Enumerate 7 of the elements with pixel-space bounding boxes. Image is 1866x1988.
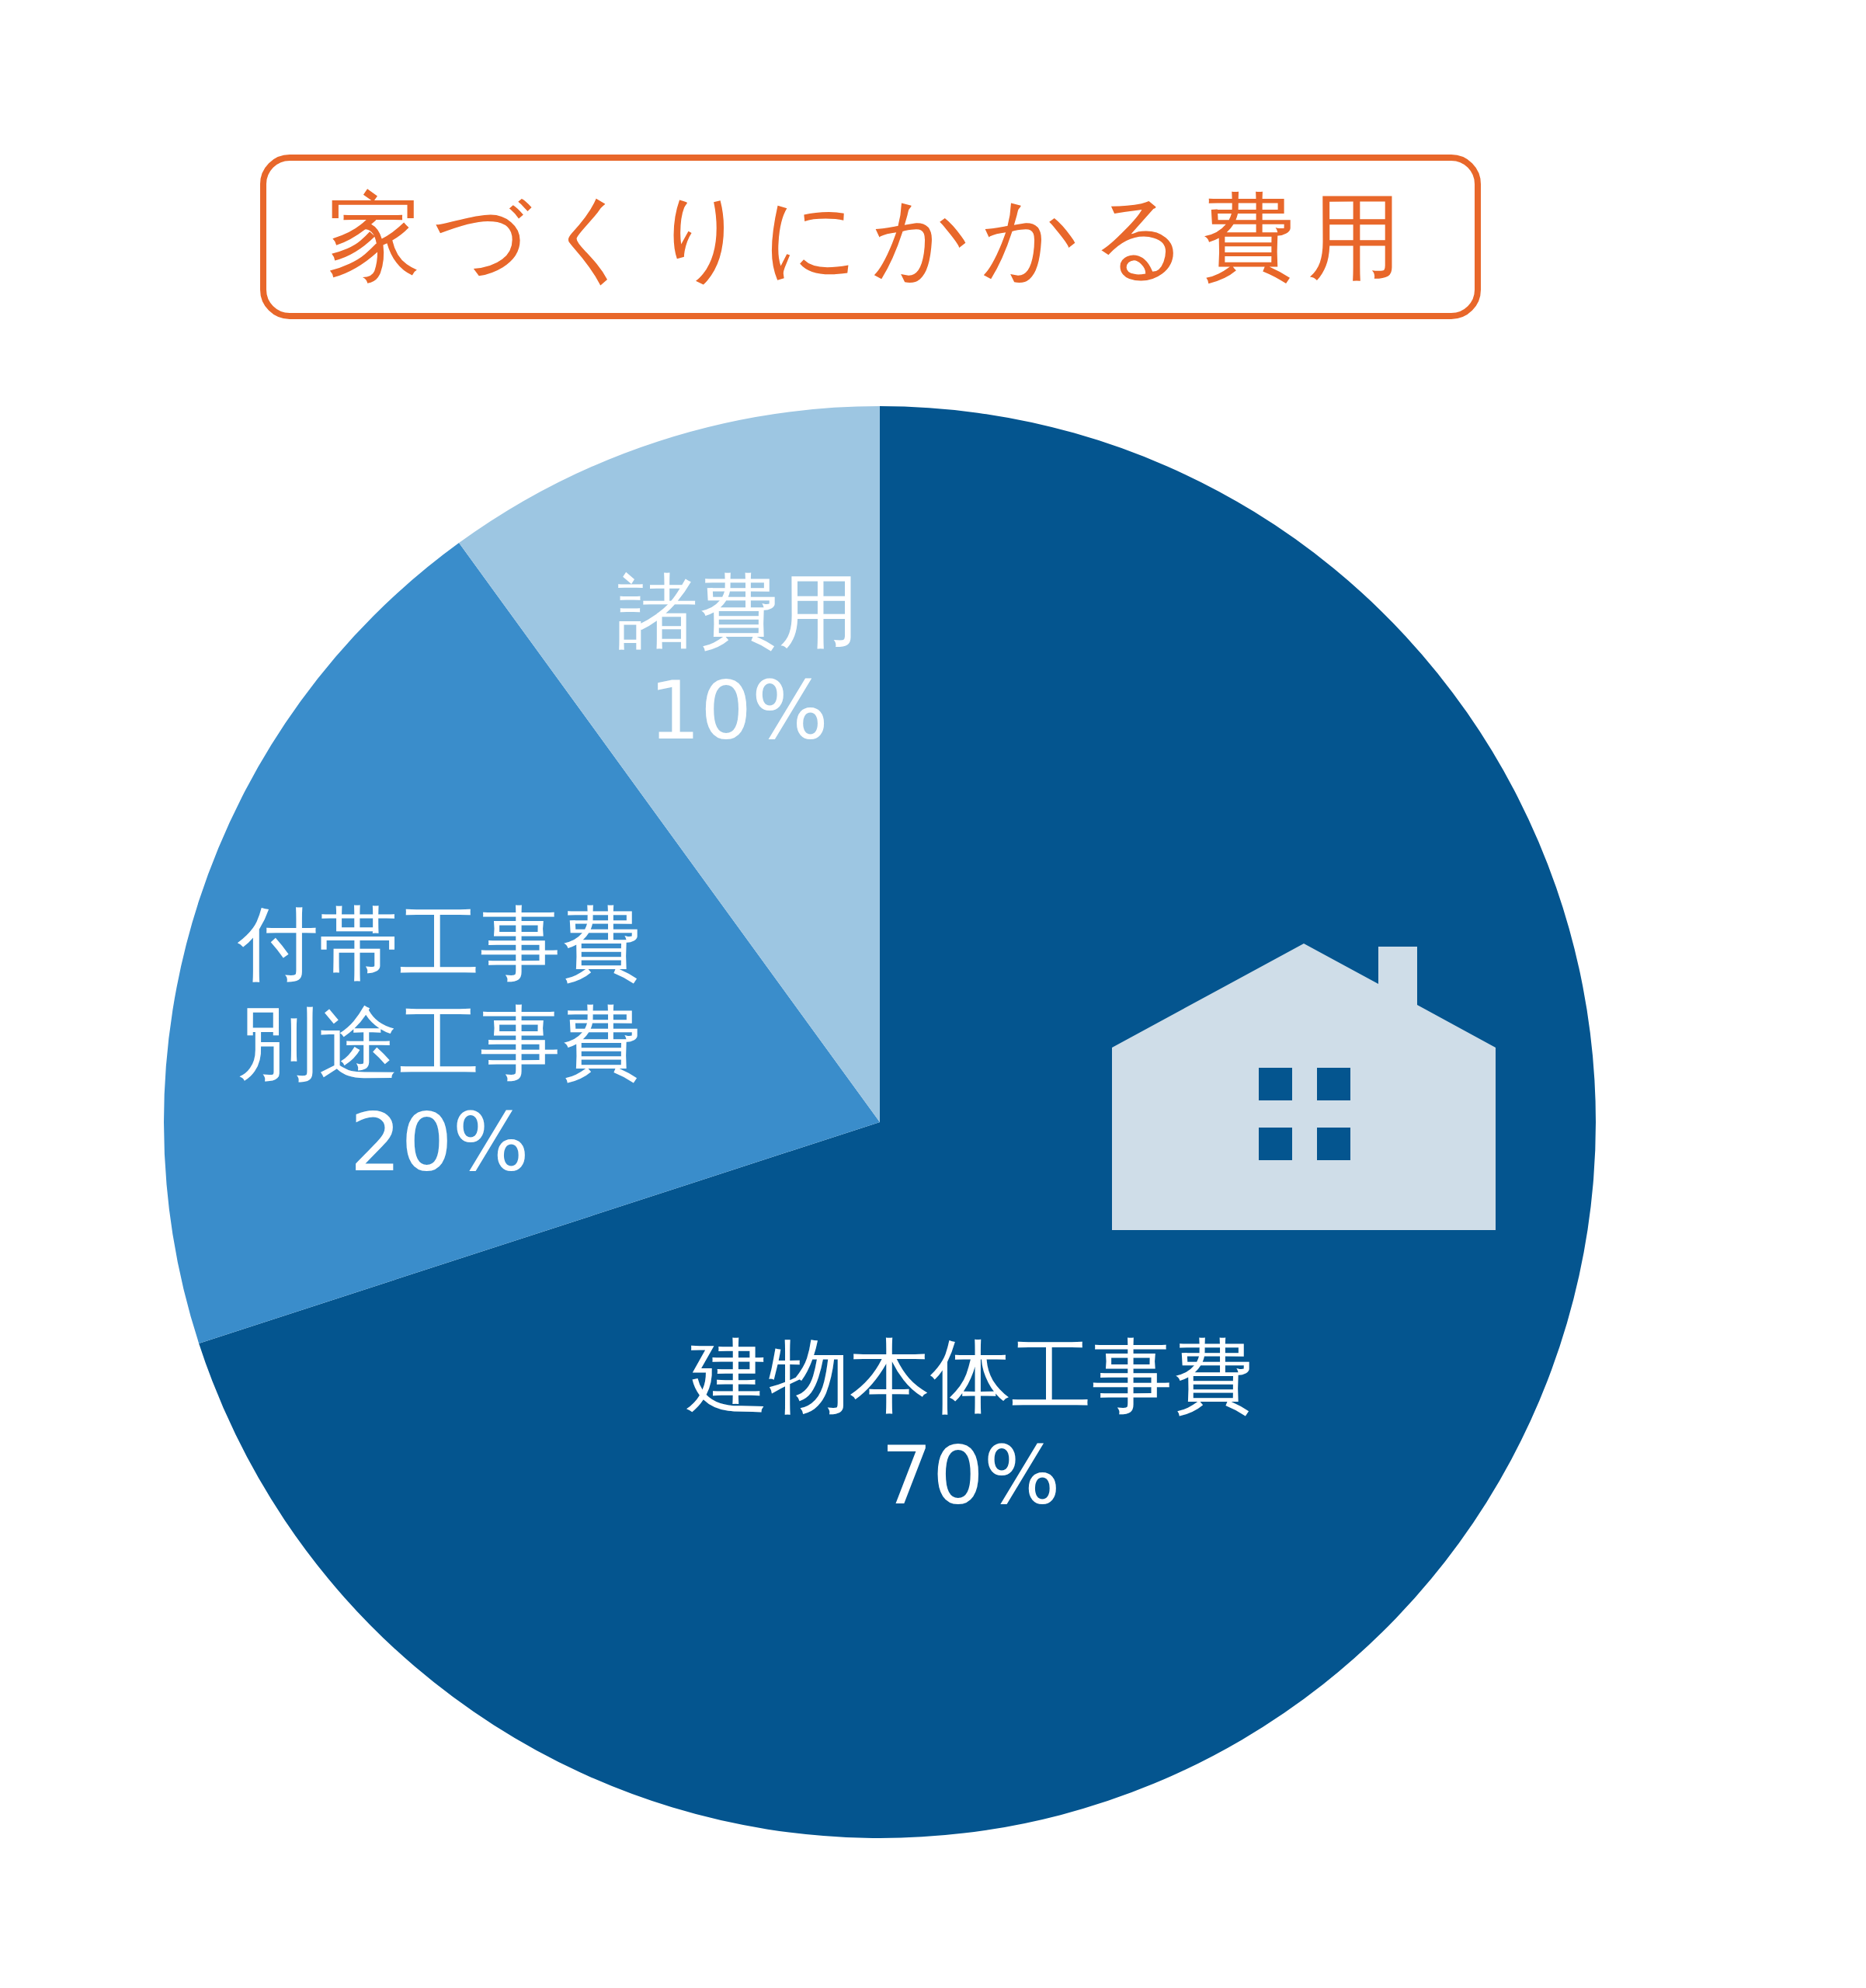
slice-label: 付帯工事費別途工事費 xyxy=(236,895,641,1090)
data-label: 20% xyxy=(349,1094,530,1190)
chart-title: 家づくりにかかる費用 xyxy=(326,181,1415,292)
data-label: 10% xyxy=(648,663,829,759)
slice-label: 建物本体工事費 xyxy=(686,1329,1254,1424)
slice-label: 諸費用 xyxy=(617,564,860,659)
data-label: 70% xyxy=(881,1428,1061,1524)
